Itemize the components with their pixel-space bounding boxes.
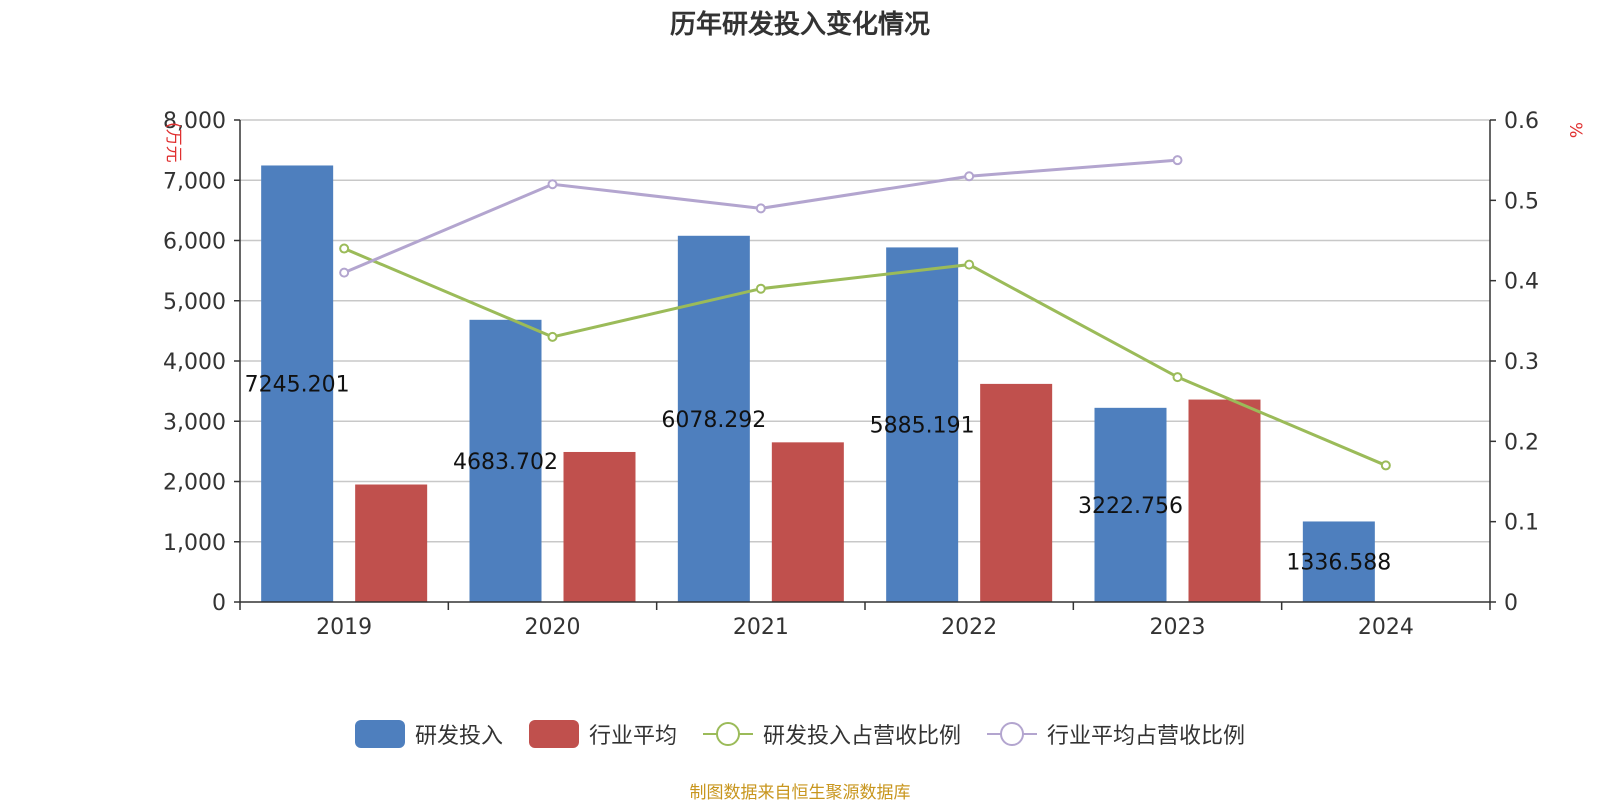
legend-item[interactable]: 研发投入 [354, 718, 503, 750]
bar-industry-average [980, 383, 1053, 602]
left-tick-label: 6,000 [163, 230, 226, 255]
left-tick-label: 2,000 [163, 471, 226, 496]
legend-line-swatch [703, 720, 753, 748]
x-tick-label: 2019 [316, 615, 372, 640]
bar-industry-average [1188, 399, 1261, 602]
line-point [755, 203, 766, 214]
legend-label: 行业平均 [588, 724, 677, 749]
line-point [1172, 372, 1183, 383]
right-tick-label: 0.5 [1504, 189, 1539, 214]
bar-data-label: 5885.191 [870, 414, 975, 439]
bar-rd-investment [469, 319, 542, 602]
bar-data-label: 6078.292 [661, 408, 766, 433]
legend-item[interactable]: 行业平均 [528, 718, 677, 750]
legend-label: 研发投入占营收比例 [763, 724, 962, 749]
line-point [1172, 155, 1183, 166]
legend-item[interactable]: 行业平均占营收比例 [987, 718, 1245, 750]
line-point [755, 283, 766, 294]
bar-data-label: 4683.702 [453, 450, 558, 475]
line-point [339, 267, 350, 278]
x-tick-label: 2024 [1358, 615, 1414, 640]
x-tick-label: 2021 [733, 615, 789, 640]
legend-bar-swatch [528, 720, 579, 748]
right-tick-label: 0.4 [1504, 270, 1539, 295]
bar-data-label: 1336.588 [1286, 551, 1391, 576]
right-tick-label: 0.2 [1504, 430, 1539, 455]
line-series-industry-ratio [343, 158, 1178, 275]
left-tick-label: 5,000 [163, 290, 226, 315]
bar-industry-average [563, 451, 636, 602]
left-tick-label: 1,000 [163, 531, 226, 556]
left-tick-label: 7,000 [163, 169, 226, 194]
bar-rd-investment [886, 247, 959, 602]
line-point [1380, 460, 1391, 471]
left-tick-label: 8,000 [163, 109, 226, 134]
x-tick-label: 2023 [1150, 615, 1206, 640]
line-series-rd-ratio [343, 247, 1387, 467]
bar-industry-average [771, 442, 844, 602]
left-axis-unit: (万元 [163, 122, 183, 163]
source-note: 制图数据来自恒生聚源数据库 [689, 783, 911, 803]
right-tick-label: 0.6 [1504, 109, 1539, 134]
bar-rd-investment [261, 165, 334, 603]
bar-data-label: 7245.201 [245, 373, 350, 398]
x-tick-label: 2022 [941, 615, 997, 640]
bar-rd-investment [677, 235, 750, 603]
bar-industry-average [355, 484, 428, 602]
legend-bar-swatch [354, 720, 405, 748]
legend-line-swatch [987, 720, 1038, 748]
right-tick-label: 0.3 [1504, 350, 1539, 375]
legend-label: 行业平均占营收比例 [1047, 724, 1246, 749]
chart-title: 历年研发投入变化情况 [669, 10, 930, 40]
legend-item[interactable]: 研发投入占营收比例 [703, 718, 961, 750]
line-point [964, 259, 975, 270]
legend-label: 研发投入 [414, 724, 503, 749]
bar-rd-investment [1302, 521, 1375, 602]
x-tick-label: 2020 [525, 615, 581, 640]
left-tick-label: 0 [212, 591, 226, 616]
line-point [964, 171, 975, 182]
left-tick-label: 3,000 [163, 410, 226, 435]
right-tick-label: 0.1 [1504, 511, 1539, 536]
right-axis-unit: % [1565, 122, 1585, 138]
line-point [339, 243, 350, 254]
bar-rd-investment [1094, 407, 1167, 602]
legend-line-marker [716, 722, 740, 746]
line-point [547, 331, 558, 342]
bar-data-label: 3222.756 [1078, 494, 1183, 519]
legend-line-marker [1000, 722, 1025, 746]
left-tick-label: 4,000 [163, 350, 226, 375]
legend: 研发投入 行业平均 研发投入占营收比例 行业平均占营收比例 [0, 718, 1600, 750]
line-point [547, 179, 558, 190]
right-tick-label: 0 [1504, 591, 1518, 616]
